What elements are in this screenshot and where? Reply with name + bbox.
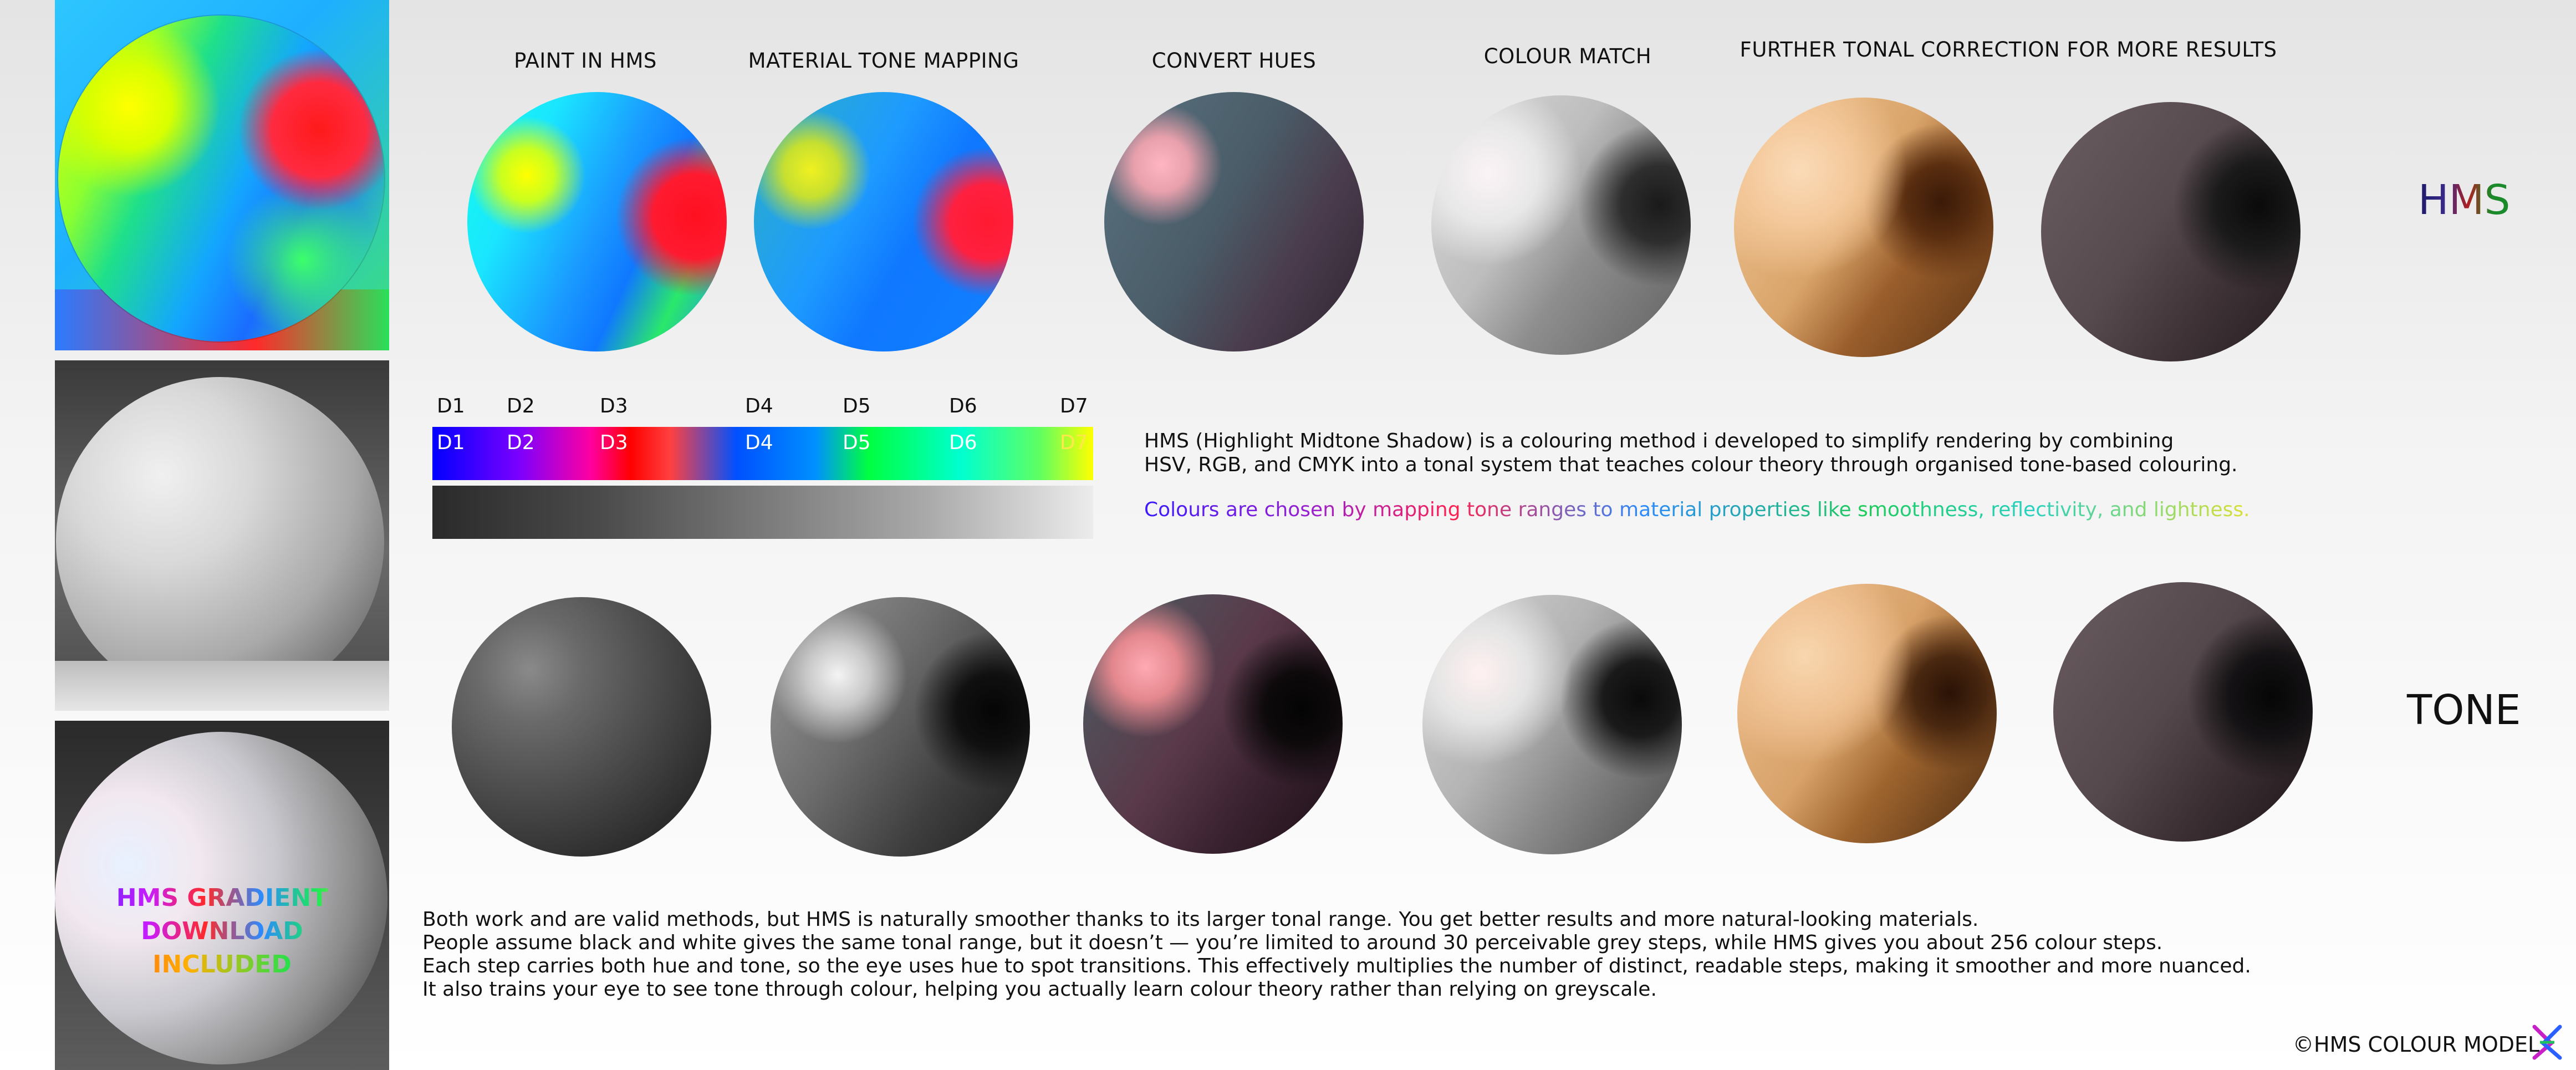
sphere-hms-convert-hues (1104, 92, 1364, 351)
d-label-bar: D3 (600, 431, 628, 454)
row-label-hms: HMS (2418, 176, 2511, 224)
banner-line2: INCLUDED (55, 948, 389, 981)
row-label-tone: TONE (2407, 686, 2521, 734)
gradient-top-labels: D1 D2 D3 D4 D5 D6 D7 (0, 395, 1109, 421)
grey-render-panel (55, 360, 389, 711)
footer-line: Both work and are valid methods, but HMS… (422, 908, 1979, 931)
sphere-hms-further-skin (1734, 98, 1993, 357)
d-label-bar: D2 (507, 431, 535, 454)
title-material-tone-mapping: MATERIAL TONE MAPPING (748, 49, 1019, 73)
footer-line: People assume black and white gives the … (422, 931, 2163, 954)
description: HMS (Highlight Midtone Shadow) is a colo… (1144, 429, 2253, 522)
footer-text: Both work and are valid methods, but HMS… (422, 908, 2252, 1001)
sphere-tone-paint (452, 597, 711, 857)
d-label-top: D5 (843, 395, 871, 417)
sphere-tone-further-dark (2053, 582, 2313, 842)
d-label-top: D7 (1060, 395, 1088, 417)
sphere-tone-colour-match (1422, 595, 1682, 854)
d-label-bar: D6 (949, 431, 977, 454)
d-label-bar: D1 (437, 431, 465, 454)
title-convert-hues: CONVERT HUES (1151, 49, 1317, 73)
d-label-top: D6 (949, 395, 977, 417)
description-colour-line: Colours are chosen by mapping tone range… (1144, 498, 2253, 522)
d-label-top: D3 (600, 395, 628, 417)
banner-sphere-render (55, 732, 387, 1064)
d-label-bar: D7 (1060, 431, 1088, 454)
d-label-bar: D4 (745, 431, 773, 454)
footer-line: It also trains your eye to see tone thro… (422, 978, 1657, 1001)
sphere-hms-further-dark (2041, 102, 2300, 361)
title-further-tonal-correction: FURTHER TONAL CORRECTION FOR MORE RESULT… (1740, 38, 2277, 62)
title-paint-in-hms: PAINT IN HMS (514, 49, 657, 73)
description-line2: HSV, RGB, and CMYK into a tonal system t… (1144, 454, 2238, 476)
copyright: ©HMS COLOUR MODEL (2293, 1032, 2540, 1057)
description-line1: HMS (Highlight Midtone Shadow) is a colo… (1144, 430, 2174, 452)
hms-sphere-render (58, 16, 384, 342)
d-label-top: D4 (745, 395, 773, 417)
sphere-tone-mapping (771, 597, 1030, 857)
sphere-hms-colour-match (1431, 95, 1691, 355)
sphere-tone-further-skin (1737, 584, 1997, 843)
title-colour-match: COLOUR MATCH (1483, 44, 1652, 68)
grey-sphere-render (56, 377, 384, 705)
d-label-top: D1 (437, 395, 465, 417)
sphere-hms-tone-mapping (754, 92, 1013, 351)
hms-logo-icon[interactable] (2529, 1023, 2565, 1061)
hms-render-panel (55, 0, 389, 350)
sphere-hms-paint (467, 92, 727, 351)
banner-text[interactable]: HMS GRADIENT DOWNLOAD INCLUDED (55, 882, 389, 981)
d-label-top: D2 (507, 395, 535, 417)
sphere-tone-convert-hues (1083, 594, 1343, 854)
hms-gradient-bar[interactable]: D1 D2 D3 D4 D5 D6 D7 (432, 427, 1093, 480)
banner-line1: HMS GRADIENT DOWNLOAD (55, 882, 389, 948)
greyscale-gradient-bar[interactable] (432, 486, 1093, 539)
footer-line: Each step carries both hue and tone, so … (422, 955, 2251, 977)
banner-panel: HMS GRADIENT DOWNLOAD INCLUDED (55, 721, 389, 1070)
d-label-bar: D5 (843, 431, 871, 454)
